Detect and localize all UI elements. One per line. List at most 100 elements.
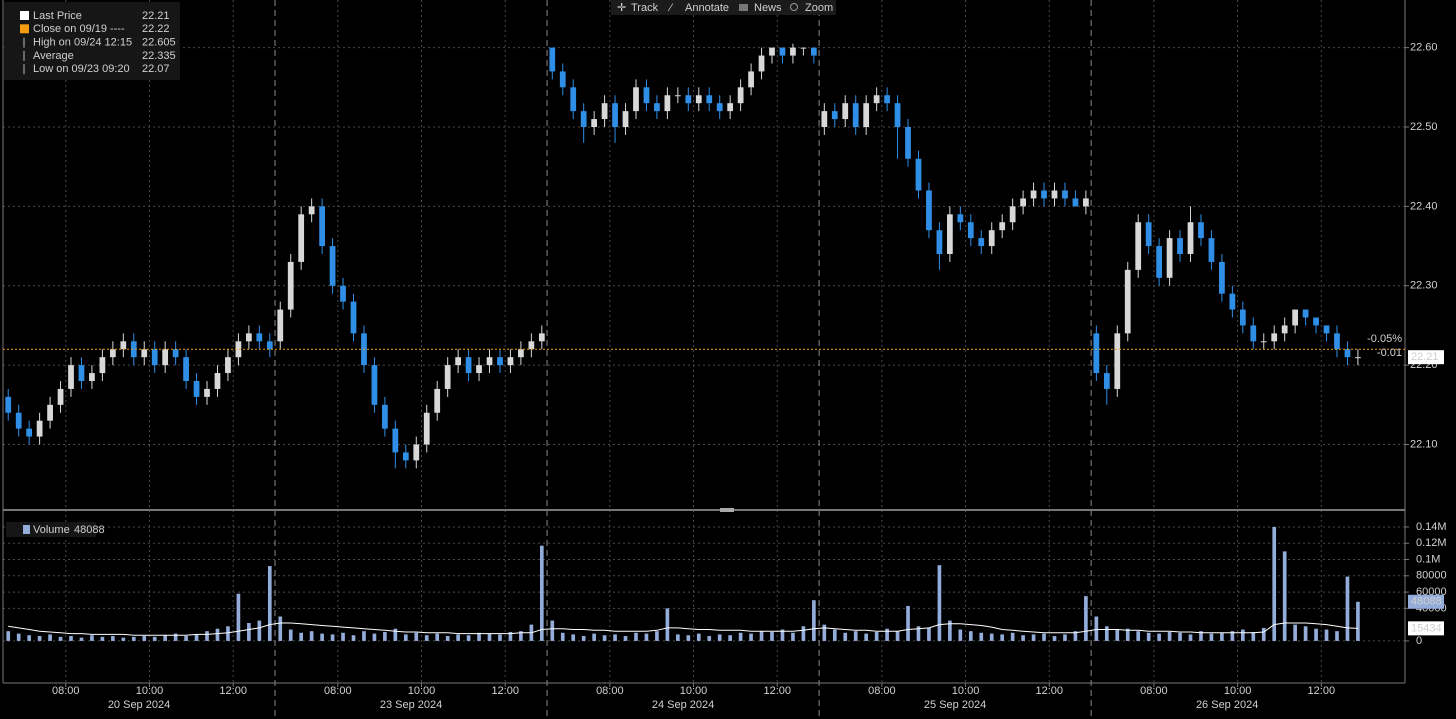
volume-bar (1010, 632, 1015, 641)
y-tick-label: 0.12M (1416, 537, 1447, 549)
y-tick-label: 80000 (1416, 570, 1447, 582)
x-tick-label: 12:00 (763, 685, 791, 697)
volume-bar (665, 608, 670, 641)
toolbar-button[interactable]: News (754, 2, 782, 14)
zoom-icon (790, 3, 798, 11)
track-icon: ✛ (617, 2, 626, 14)
candle-body (727, 103, 734, 112)
volume-bar (696, 633, 701, 641)
volume-bar (885, 628, 889, 641)
volume-bar (853, 631, 858, 641)
volume-bar (152, 636, 157, 641)
date-label: 20 Sep 2024 (108, 699, 170, 711)
x-tick-label: 08:00 (52, 685, 80, 697)
candle-body (497, 357, 503, 366)
candle-body (382, 404, 388, 429)
volume-bar (655, 631, 659, 641)
volume-bar (16, 633, 21, 641)
volume-bar (27, 635, 31, 641)
annotate-icon: ⁄ (667, 2, 674, 14)
volume-bar (581, 636, 586, 641)
change-value: -0.01 (1377, 347, 1402, 359)
candle-body (1229, 293, 1236, 310)
candle-body (455, 357, 462, 366)
candle-body (685, 95, 692, 104)
toolbar-button[interactable]: Zoom (805, 2, 833, 14)
volume-bar (288, 629, 293, 641)
candle-body (15, 412, 22, 429)
candle-body (549, 47, 556, 72)
candle-body (57, 388, 64, 405)
volume-bar (1042, 633, 1046, 641)
volume-bar (111, 636, 115, 641)
candle-body (277, 309, 284, 342)
candle-body (737, 87, 744, 104)
volume-bar (937, 565, 942, 641)
candle-body (465, 357, 472, 374)
x-tick-label: 12:00 (491, 685, 519, 697)
volume-bar (445, 636, 450, 641)
x-tick-label: 10:00 (408, 685, 436, 697)
volume-bar (519, 631, 523, 641)
x-tick-label: 08:00 (868, 685, 896, 697)
volume-tag (1408, 594, 1444, 609)
volume-bar (1073, 631, 1078, 641)
candle-body (894, 103, 901, 127)
volume-bar (393, 628, 398, 641)
last-price-tag (1408, 350, 1444, 365)
volume-bar (362, 631, 366, 641)
candle-body (120, 341, 127, 350)
news-icon (739, 4, 748, 11)
candle-body (1062, 190, 1068, 199)
volume-bar (226, 626, 230, 641)
volume-bar (644, 633, 649, 641)
candle-body (810, 47, 817, 56)
volume-legend-swatch (23, 525, 30, 534)
volume-bar (958, 629, 963, 641)
candle-body (1271, 333, 1278, 342)
legend-label: Last Price (33, 10, 82, 22)
candle-body (863, 103, 870, 127)
candle-body (1334, 333, 1340, 350)
candle-body (109, 349, 116, 358)
volume-bar (403, 634, 408, 641)
toolbar-button[interactable]: Track (631, 2, 659, 14)
volume-bar (456, 634, 460, 641)
toolbar-button[interactable]: Annotate (685, 2, 729, 14)
candle-body (559, 71, 566, 88)
candle-body (256, 333, 263, 342)
candle-body (748, 71, 754, 88)
candle-body (926, 190, 932, 231)
x-tick-label: 12:00 (1308, 685, 1336, 697)
candle-body (779, 47, 786, 56)
candle-body (967, 222, 974, 239)
candle-body (225, 357, 231, 374)
volume-bar (1115, 629, 1120, 641)
candle-body (392, 428, 399, 453)
volume-bar (267, 566, 272, 641)
volume-bar (320, 633, 324, 641)
volume-bar (498, 634, 502, 641)
candle-body (287, 261, 294, 310)
date-label: 26 Sep 2024 (1196, 699, 1258, 711)
volume-bar (1125, 628, 1130, 641)
legend-value: 22.335 (142, 50, 176, 62)
volume-bar (843, 632, 848, 641)
candle-body (1187, 222, 1194, 254)
candle-body (674, 95, 681, 97)
y-tick-label: 0.1M (1416, 553, 1440, 565)
candle-body (842, 103, 849, 120)
candle-body (36, 420, 43, 437)
divider-handle[interactable] (720, 508, 734, 512)
candle-body (873, 95, 880, 104)
volume-bar (372, 633, 377, 641)
candle-body (47, 404, 53, 421)
candle-body (1281, 325, 1288, 334)
candle-body (528, 341, 535, 350)
volume-bar (131, 636, 136, 641)
volume-legend-label: Volume (33, 524, 70, 536)
candle-body (214, 373, 221, 389)
volume-bar (257, 620, 262, 641)
volume-bar (1084, 596, 1088, 641)
candle-body (831, 111, 838, 120)
